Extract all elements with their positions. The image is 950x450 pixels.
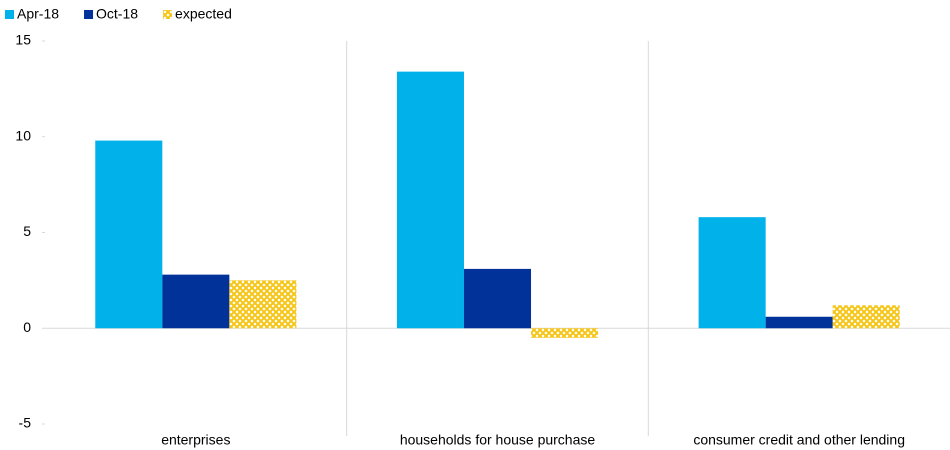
legend-swatch <box>163 10 173 19</box>
bar <box>162 274 230 329</box>
legend-swatch <box>5 10 14 19</box>
legend-label: expected <box>175 6 232 22</box>
x-tick-label: households for house purchase <box>400 432 596 448</box>
bar <box>396 71 464 329</box>
y-tick-label: 15 <box>15 32 31 48</box>
y-tick-label: -5 <box>19 415 32 431</box>
x-tick-label: consumer credit and other lending <box>693 432 905 448</box>
legend-label: Oct-18 <box>96 6 138 22</box>
bar <box>832 305 900 329</box>
bar <box>765 316 833 329</box>
y-tick-label: 5 <box>23 223 31 239</box>
x-tick-label: enterprises <box>161 432 230 448</box>
bar <box>95 140 163 329</box>
legend-swatch <box>84 10 94 19</box>
y-tick-label: 10 <box>15 127 31 143</box>
bar <box>531 328 599 338</box>
bar <box>698 217 766 329</box>
y-tick-label: 0 <box>23 319 31 335</box>
legend-label: Apr-18 <box>17 6 59 22</box>
bar <box>229 280 297 329</box>
bar <box>463 268 532 329</box>
